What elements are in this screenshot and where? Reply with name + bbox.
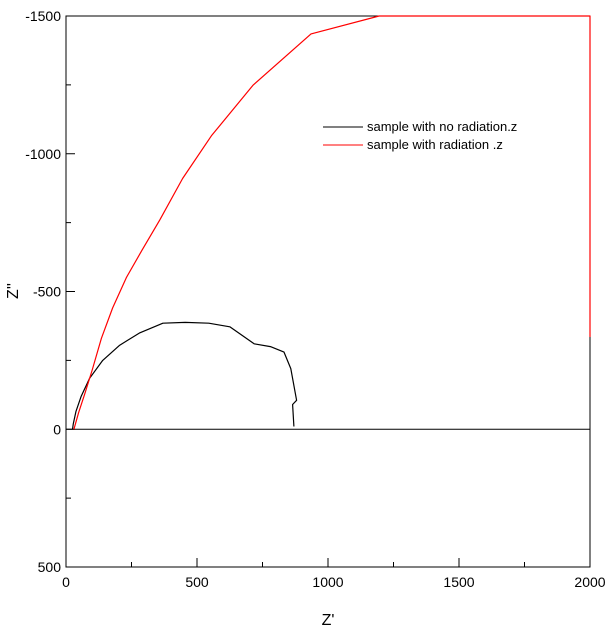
plot-frame xyxy=(65,15,591,568)
series-line-with-radiation xyxy=(73,15,591,430)
x-tick-label: 2000 xyxy=(574,574,605,590)
y-axis-ticks: -1500 -1000 -500 0 500 xyxy=(25,8,75,575)
y-tick-label: -500 xyxy=(33,284,61,300)
y-tick-label: -1500 xyxy=(25,8,61,24)
y-axis-title: Z'' xyxy=(5,283,22,299)
legend-label-no-radiation: sample with no radiation.z xyxy=(367,119,517,134)
y-tick-label: 0 xyxy=(53,421,61,437)
y-tick-label: 500 xyxy=(38,559,62,575)
x-tick-label: 0 xyxy=(62,574,70,590)
legend-label-with-radiation: sample with radiation .z xyxy=(367,137,503,152)
x-axis-title: Z' xyxy=(322,612,335,629)
x-tick-label: 500 xyxy=(185,574,209,590)
legend: sample with no radiation.z sample with r… xyxy=(323,119,517,152)
x-tick-label: 1000 xyxy=(312,574,343,590)
series-layer xyxy=(71,15,591,430)
x-axis-ticks: 0 500 1000 1500 2000 xyxy=(62,558,606,590)
y-tick-label: -1000 xyxy=(25,146,61,162)
series-line-no-radiation xyxy=(71,321,298,430)
x-tick-label: 1500 xyxy=(443,574,474,590)
